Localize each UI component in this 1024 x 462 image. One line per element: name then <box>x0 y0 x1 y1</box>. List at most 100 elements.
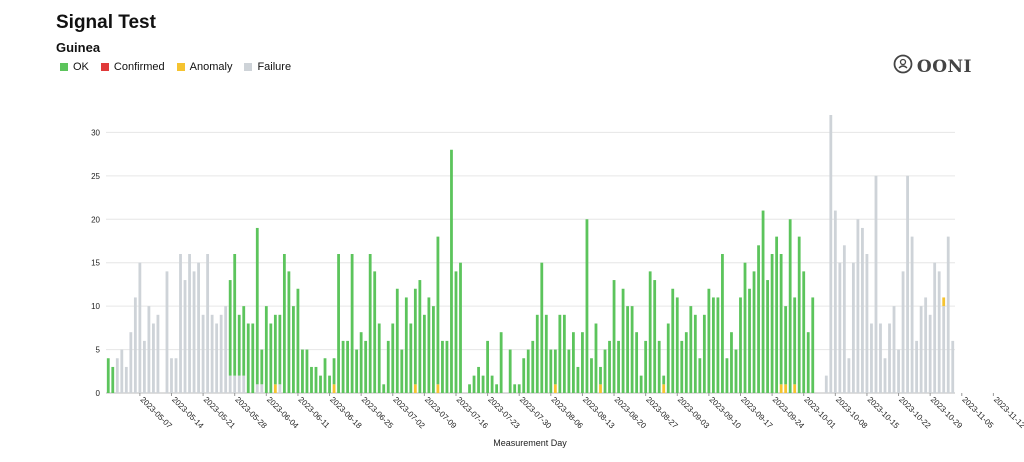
bar-ok[interactable] <box>734 349 738 393</box>
bar-ok[interactable] <box>693 314 697 393</box>
bar-failure[interactable] <box>124 366 128 393</box>
bar-failure[interactable] <box>829 115 833 393</box>
bar-failure[interactable] <box>260 384 264 393</box>
bar-ok[interactable] <box>441 340 444 394</box>
legend-item-ok[interactable]: OK <box>60 61 89 73</box>
bar-ok[interactable] <box>355 349 359 393</box>
bar-failure[interactable] <box>278 384 282 393</box>
bar-ok[interactable] <box>228 280 232 376</box>
bar-ok[interactable] <box>359 332 363 393</box>
bar-failure[interactable] <box>879 323 882 394</box>
bar-ok[interactable] <box>585 219 589 393</box>
bar-ok[interactable] <box>549 349 553 393</box>
bar-failure[interactable] <box>201 314 205 393</box>
bar-ok[interactable] <box>766 280 769 393</box>
bar-ok[interactable] <box>395 288 399 393</box>
bar-ok[interactable] <box>572 332 575 393</box>
bar-ok[interactable] <box>337 254 340 393</box>
bar-failure[interactable] <box>228 375 232 394</box>
bar-ok[interactable] <box>468 384 471 393</box>
bar-ok[interactable] <box>278 314 282 385</box>
bar-ok[interactable] <box>684 332 688 393</box>
bar-ok[interactable] <box>292 306 295 394</box>
bar-ok[interactable] <box>364 340 368 394</box>
bar-failure[interactable] <box>197 262 200 393</box>
bar-ok[interactable] <box>481 375 485 394</box>
bar-failure[interactable] <box>897 349 900 393</box>
bar-ok[interactable] <box>612 280 616 393</box>
bar-ok[interactable] <box>332 358 336 385</box>
bar-ok[interactable] <box>806 332 810 393</box>
legend-item-confirmed[interactable]: Confirmed <box>100 61 165 73</box>
bar-failure[interactable] <box>115 358 119 393</box>
bar-failure[interactable] <box>120 349 124 393</box>
bar-ok[interactable] <box>368 254 372 393</box>
bar-ok[interactable] <box>797 236 801 394</box>
bar-failure[interactable] <box>946 236 950 394</box>
bar-ok[interactable] <box>472 375 476 394</box>
bar-failure[interactable] <box>851 262 855 393</box>
bar-ok[interactable] <box>454 271 458 394</box>
bar-ok[interactable] <box>499 332 503 393</box>
bar-failure[interactable] <box>142 340 146 394</box>
bar-ok[interactable] <box>350 254 354 393</box>
bar-ok[interactable] <box>590 358 593 393</box>
bar-ok[interactable] <box>391 323 395 394</box>
bar-anomaly[interactable] <box>779 384 783 393</box>
bar-ok[interactable] <box>264 306 268 394</box>
bar-ok[interactable] <box>255 227 259 385</box>
bar-ok[interactable] <box>657 340 661 394</box>
bar-failure[interactable] <box>138 262 142 393</box>
bar-ok[interactable] <box>644 340 648 394</box>
bar-ok[interactable] <box>413 288 417 385</box>
bar-ok[interactable] <box>617 340 620 394</box>
bar-ok[interactable] <box>784 306 788 385</box>
bar-ok[interactable] <box>730 332 733 393</box>
bar-ok[interactable] <box>522 358 526 393</box>
bar-ok[interactable] <box>106 358 110 393</box>
bar-ok[interactable] <box>811 297 815 393</box>
bar-ok[interactable] <box>242 306 246 376</box>
bar-failure[interactable] <box>937 271 941 394</box>
bar-ok[interactable] <box>779 254 783 385</box>
bar-ok[interactable] <box>626 306 629 394</box>
bar-failure[interactable] <box>210 314 214 393</box>
bar-ok[interactable] <box>648 271 652 394</box>
bar-failure[interactable] <box>242 375 246 394</box>
bar-failure[interactable] <box>165 271 169 394</box>
bar-ok[interactable] <box>666 323 670 394</box>
bar-failure[interactable] <box>924 297 928 393</box>
bar-ok[interactable] <box>752 271 756 394</box>
bar-failure[interactable] <box>865 254 869 393</box>
bar-ok[interactable] <box>608 340 611 394</box>
bar-anomaly[interactable] <box>413 384 417 393</box>
bar-failure[interactable] <box>188 254 191 393</box>
bar-ok[interactable] <box>540 262 544 393</box>
bar-failure[interactable] <box>933 262 937 393</box>
bar-failure[interactable] <box>152 323 155 394</box>
bar-failure[interactable] <box>892 306 896 394</box>
bar-ok[interactable] <box>802 271 806 394</box>
bar-failure[interactable] <box>133 297 137 393</box>
bar-ok[interactable] <box>260 349 264 385</box>
bar-ok[interactable] <box>526 349 530 393</box>
bar-failure[interactable] <box>192 271 196 394</box>
bar-ok[interactable] <box>301 349 304 393</box>
bar-failure[interactable] <box>129 332 133 393</box>
bar-failure[interactable] <box>910 236 914 394</box>
bar-ok[interactable] <box>599 366 602 385</box>
bar-ok[interactable] <box>445 340 449 394</box>
bar-failure[interactable] <box>206 254 210 393</box>
bar-ok[interactable] <box>269 323 273 394</box>
bar-ok[interactable] <box>544 314 548 393</box>
bar-ok[interactable] <box>346 340 349 394</box>
bar-anomaly[interactable] <box>273 384 277 393</box>
bar-ok[interactable] <box>788 219 792 393</box>
legend-item-anomaly[interactable]: Anomaly <box>176 61 232 73</box>
bar-ok[interactable] <box>422 314 426 393</box>
bar-ok[interactable] <box>486 340 489 394</box>
bar-anomaly[interactable] <box>553 384 557 393</box>
bar-anomaly[interactable] <box>784 384 788 393</box>
bar-anomaly[interactable] <box>662 384 666 393</box>
bar-ok[interactable] <box>314 366 318 393</box>
